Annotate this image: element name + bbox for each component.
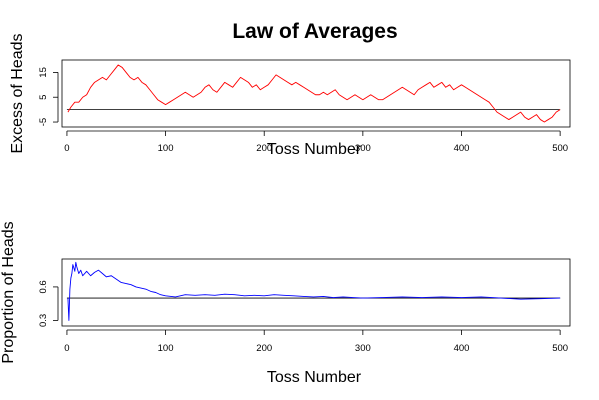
chart-0-y-tick-label: 5 (38, 95, 49, 100)
chart-0-x-axis-title: Toss Number (267, 141, 362, 158)
chart-0-y-tick-label: -5 (38, 118, 49, 126)
chart-0-series-line (67, 64, 561, 123)
chart-1-y-tick-label: 0.3 (38, 314, 49, 327)
chart-0-plot-frame (61, 59, 571, 128)
chart-0-x-tick-label: 100 (158, 143, 174, 154)
chart-1-plot-frame (61, 258, 571, 327)
chart-title: Law of Averages (232, 20, 397, 43)
chart-0-y-tick-label: 15 (38, 67, 49, 78)
chart-1-x-tick-label: 0 (64, 343, 69, 354)
chart-1-x-tick-label: 500 (552, 343, 568, 354)
chart-1-x-tick-label: 300 (355, 343, 371, 354)
chart-1-y-tick-label: 0.6 (38, 280, 49, 293)
chart-1-x-tick-label: 400 (454, 343, 470, 354)
chart-1-x-tick-label: 200 (256, 343, 272, 354)
chart-0-x-tick-label: 200 (256, 143, 272, 154)
chart-0-x-tick-label: 0 (64, 143, 69, 154)
chart-0-x-tick-label: 300 (355, 143, 371, 154)
chart-1-series-line (67, 261, 561, 321)
chart-0-y-axis-title: Excess of Heads (9, 33, 26, 153)
chart-1-x-axis-title: Toss Number (267, 369, 362, 386)
chart-1-x-tick-label: 100 (158, 343, 174, 354)
chart-0-x-tick-label: 500 (552, 143, 568, 154)
chart-1-y-axis-title: Proportion of Heads (0, 221, 17, 363)
chart-0-x-tick-label: 400 (454, 143, 470, 154)
